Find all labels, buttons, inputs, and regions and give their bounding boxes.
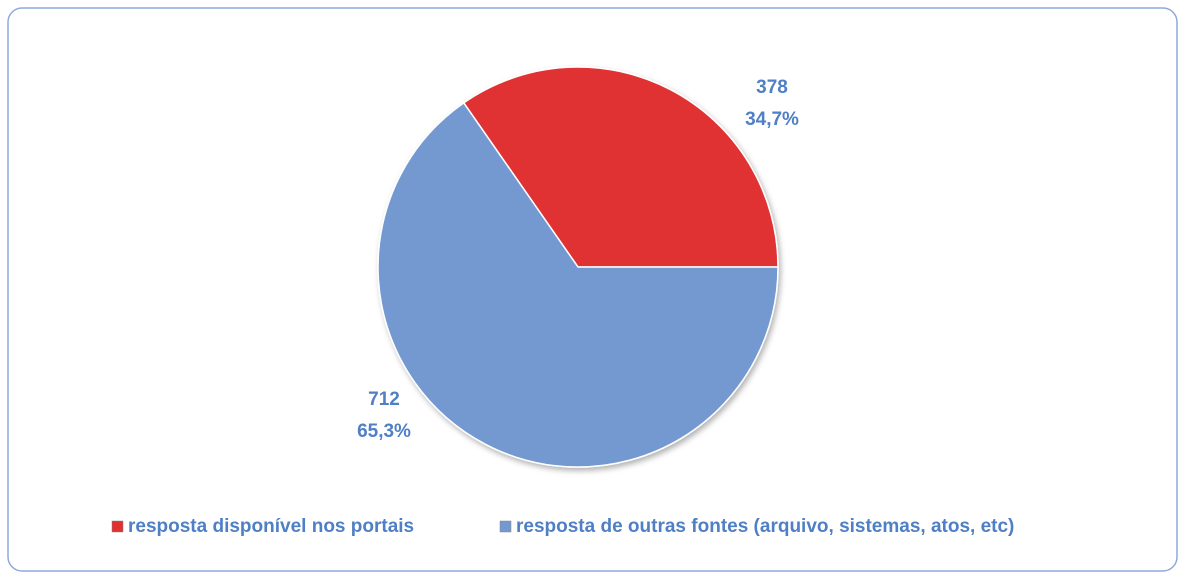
data-label: 378 (756, 77, 788, 98)
legend-swatch (499, 520, 512, 533)
legend-swatch (111, 520, 124, 533)
pie-slice (377, 101, 779, 468)
legend-label: resposta disponível nos portais (128, 516, 414, 537)
data-label-percent: 34,7% (745, 109, 799, 130)
pie-slice (462, 66, 779, 268)
data-label: 712 (368, 389, 400, 410)
pie (377, 66, 779, 468)
legend-label: resposta de outras fontes (arquivo, sist… (516, 516, 1014, 537)
data-label-percent: 65,3% (357, 421, 411, 442)
